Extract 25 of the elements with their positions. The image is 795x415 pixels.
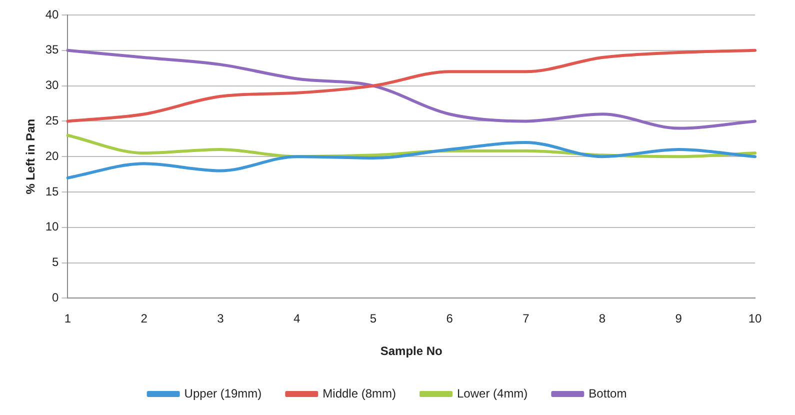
- x-tick-label: 8: [598, 312, 606, 326]
- y-tick-label: 5: [52, 255, 60, 270]
- legend-label: Bottom: [588, 386, 627, 400]
- legend-label: Lower (4mm): [457, 386, 528, 400]
- y-tick-label: 40: [45, 7, 60, 22]
- y-axis-title: % Left in Pan: [24, 118, 38, 194]
- x-tick-label: 7: [522, 312, 530, 326]
- legend-label: Middle (8mm): [322, 386, 396, 400]
- y-tick-label: 20: [45, 148, 60, 163]
- x-tick-label: 5: [370, 312, 377, 326]
- x-tick-label: 4: [293, 312, 300, 326]
- y-tick-label: 15: [45, 184, 60, 198]
- x-tick-label: 3: [217, 312, 224, 326]
- y-tick-label: 35: [45, 42, 60, 57]
- x-tick-label: 2: [140, 312, 148, 326]
- legend-label: Upper (19mm): [184, 386, 262, 400]
- y-tick-label: 25: [45, 114, 60, 128]
- x-tick-label: 1: [64, 312, 72, 326]
- x-tick-label: 6: [446, 312, 454, 326]
- x-axis-title: Sample No: [380, 344, 442, 358]
- x-tick-label: 10: [748, 312, 762, 326]
- y-tick-label: 0: [52, 290, 60, 305]
- y-tick-label: 30: [45, 78, 60, 92]
- x-tick-label: 9: [675, 312, 682, 326]
- y-tick-label: 10: [45, 220, 60, 234]
